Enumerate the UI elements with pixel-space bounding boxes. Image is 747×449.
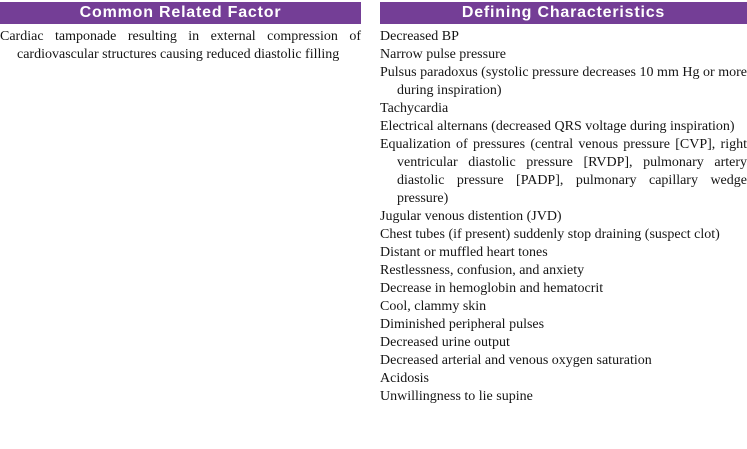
list-item: Chest tubes (if present) suddenly stop d… [380, 227, 720, 242]
list-item: Distant or muffled heart tones [380, 245, 548, 260]
list-item: Restlessness, confusion, and anxiety [380, 263, 585, 278]
list-item: Acidosis [380, 371, 429, 386]
list-item: Unwillingness to lie supine [380, 389, 533, 404]
list-item: Pulsus paradoxus (systolic pressure decr… [380, 65, 747, 98]
list-item: Jugular venous distention (JVD) [380, 209, 562, 224]
list-item: Tachycardia [380, 101, 449, 116]
common-related-factor-header: Common Related Factor [0, 2, 361, 24]
list-item: Equalization of pressures (central venou… [380, 137, 747, 206]
defining-characteristics-list: Decreased BP Narrow pulse pressure Pulsu… [380, 28, 747, 406]
list-item: Cool, clammy skin [380, 299, 487, 314]
list-item: Decrease in hemoglobin and hematocrit [380, 281, 604, 296]
common-related-factor-list: Cardiac tamponade resulting in external … [0, 28, 361, 64]
list-item: Diminished peripheral pulses [380, 317, 545, 332]
defining-characteristics-header: Defining Characteristics [380, 2, 747, 24]
list-item: Narrow pulse pressure [380, 47, 506, 62]
common-related-factor-column: Common Related Factor Cardiac tamponade … [0, 2, 361, 449]
list-item: Decreased arterial and venous oxygen sat… [380, 353, 652, 368]
defining-characteristics-column: Defining Characteristics Decreased BP Na… [380, 2, 747, 449]
list-item: Cardiac tamponade resulting in external … [0, 29, 361, 62]
list-item: Decreased urine output [380, 335, 510, 350]
list-item: Decreased BP [380, 29, 459, 44]
list-item: Electrical alternans (decreased QRS volt… [380, 119, 735, 134]
